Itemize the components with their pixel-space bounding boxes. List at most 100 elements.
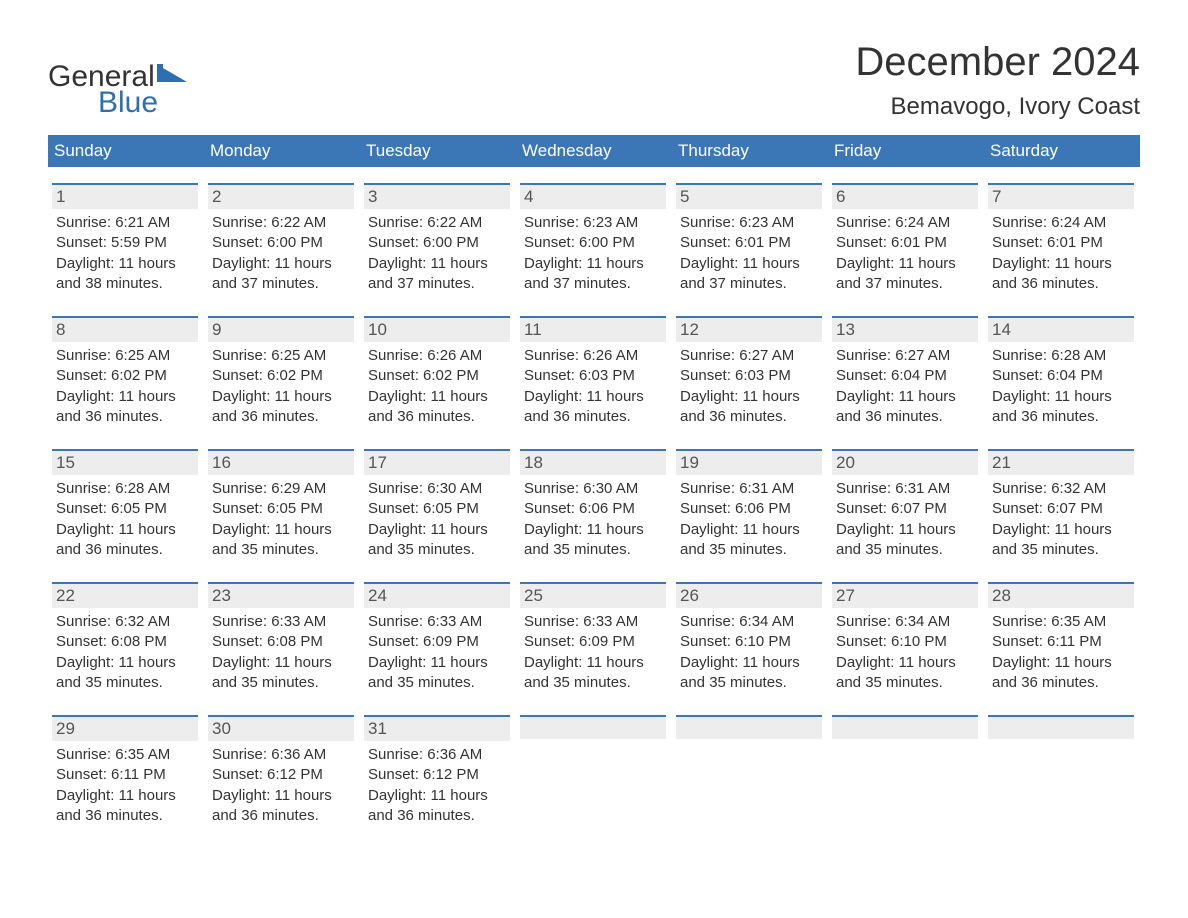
day-details: Sunrise: 6:24 AMSunset: 6:01 PMDaylight:…: [832, 213, 978, 294]
day-cell: 15Sunrise: 6:28 AMSunset: 6:05 PMDayligh…: [48, 449, 204, 566]
sunset-text: Sunset: 6:06 PM: [680, 499, 822, 519]
day-number: 2: [208, 183, 354, 209]
day-cell: 4Sunrise: 6:23 AMSunset: 6:00 PMDaylight…: [516, 183, 672, 300]
day-cell: 31 Sunrise: 6:36 AMSunset: 6:12 PMDayligh…: [360, 715, 516, 832]
sunset-text: Sunset: 6:01 PM: [836, 233, 978, 253]
day-details: Sunrise: 6:35 AMSunset: 6:11 PMDaylight:…: [52, 745, 198, 826]
sunset-text: Sunset: 6:08 PM: [212, 632, 354, 652]
sunset-text: Sunset: 6:01 PM: [680, 233, 822, 253]
day-cell: 5Sunrise: 6:23 AMSunset: 6:01 PMDaylight…: [672, 183, 828, 300]
sunrise-text: Sunrise: 6:27 AM: [836, 346, 978, 366]
sunset-text: Sunset: 6:02 PM: [56, 366, 198, 386]
day-cell: 30 Sunrise: 6:36 AMSunset: 6:12 PMDayligh…: [204, 715, 360, 832]
week-row: 1Sunrise: 6:21 AMSunset: 5:59 PMDaylight…: [48, 183, 1140, 300]
location-label: Bemavogo, Ivory Coast: [855, 93, 1140, 121]
empty-day-number: [832, 715, 978, 739]
sunrise-text: Sunrise: 6:31 AM: [680, 479, 822, 499]
day-cell: 1Sunrise: 6:21 AMSunset: 5:59 PMDaylight…: [48, 183, 204, 300]
sunset-text: Sunset: 6:10 PM: [836, 632, 978, 652]
daylight-text: Daylight: 11 hours and 37 minutes.: [212, 254, 354, 295]
sunrise-text: Sunrise: 6:32 AM: [992, 479, 1134, 499]
sunrise-text: Sunrise: 6:26 AM: [368, 346, 510, 366]
day-number: 31: [364, 715, 510, 741]
sunset-text: Sunset: 6:08 PM: [56, 632, 198, 652]
day-details: Sunrise: 6:26 AMSunset: 6:02 PMDaylight:…: [364, 346, 510, 427]
sunset-text: Sunset: 6:12 PM: [368, 765, 510, 785]
daylight-text: Daylight: 11 hours and 37 minutes.: [836, 254, 978, 295]
sunrise-text: Sunrise: 6:28 AM: [56, 479, 198, 499]
day-number: 20: [832, 449, 978, 475]
daylight-text: Daylight: 11 hours and 36 minutes.: [56, 387, 198, 428]
sunset-text: Sunset: 6:05 PM: [56, 499, 198, 519]
sunset-text: Sunset: 6:12 PM: [212, 765, 354, 785]
day-number: 28: [988, 582, 1134, 608]
month-title: December 2024: [855, 40, 1140, 85]
sunrise-text: Sunrise: 6:22 AM: [212, 213, 354, 233]
sunrise-text: Sunrise: 6:26 AM: [524, 346, 666, 366]
day-cell: 10 Sunrise: 6:26 AMSunset: 6:02 PMDayligh…: [360, 316, 516, 433]
sunset-text: Sunset: 6:09 PM: [368, 632, 510, 652]
day-cell: 23 Sunrise: 6:33 AMSunset: 6:08 PMDayligh…: [204, 582, 360, 699]
day-header-saturday: Saturday: [984, 135, 1140, 167]
day-number: 23: [208, 582, 354, 608]
daylight-text: Daylight: 11 hours and 36 minutes.: [680, 387, 822, 428]
daylight-text: Daylight: 11 hours and 35 minutes.: [368, 520, 510, 561]
daylight-text: Daylight: 11 hours and 35 minutes.: [836, 520, 978, 561]
sunrise-text: Sunrise: 6:23 AM: [680, 213, 822, 233]
day-cell: 3Sunrise: 6:22 AMSunset: 6:00 PMDaylight…: [360, 183, 516, 300]
sunset-text: Sunset: 6:04 PM: [992, 366, 1134, 386]
sunset-text: Sunset: 6:10 PM: [680, 632, 822, 652]
day-details: Sunrise: 6:34 AMSunset: 6:10 PMDaylight:…: [832, 612, 978, 693]
title-block: December 2024 Bemavogo, Ivory Coast: [855, 40, 1140, 121]
daylight-text: Daylight: 11 hours and 36 minutes.: [56, 520, 198, 561]
day-number: 10: [364, 316, 510, 342]
day-details: Sunrise: 6:24 AMSunset: 6:01 PMDaylight:…: [988, 213, 1134, 294]
day-details: Sunrise: 6:30 AMSunset: 6:05 PMDaylight:…: [364, 479, 510, 560]
day-cell: 18Sunrise: 6:30 AMSunset: 6:06 PMDayligh…: [516, 449, 672, 566]
sunrise-text: Sunrise: 6:34 AM: [680, 612, 822, 632]
day-number: 16: [208, 449, 354, 475]
sunset-text: Sunset: 6:02 PM: [212, 366, 354, 386]
day-cell: 21Sunrise: 6:32 AMSunset: 6:07 PMDayligh…: [984, 449, 1140, 566]
day-cell: 8Sunrise: 6:25 AMSunset: 6:02 PMDaylight…: [48, 316, 204, 433]
sunrise-text: Sunrise: 6:28 AM: [992, 346, 1134, 366]
day-number: 6: [832, 183, 978, 209]
day-number: 30: [208, 715, 354, 741]
day-number: 17: [364, 449, 510, 475]
day-number: 19: [676, 449, 822, 475]
day-number: 3: [364, 183, 510, 209]
sunrise-text: Sunrise: 6:29 AM: [212, 479, 354, 499]
day-cell: 14Sunrise: 6:28 AMSunset: 6:04 PMDayligh…: [984, 316, 1140, 433]
day-cell: 12Sunrise: 6:27 AMSunset: 6:03 PMDayligh…: [672, 316, 828, 433]
day-cell: 9Sunrise: 6:25 AMSunset: 6:02 PMDaylight…: [204, 316, 360, 433]
sunrise-text: Sunrise: 6:25 AM: [56, 346, 198, 366]
header: General Blue December 2024 Bemavogo, Ivo…: [48, 40, 1140, 121]
daylight-text: Daylight: 11 hours and 37 minutes.: [368, 254, 510, 295]
sunrise-text: Sunrise: 6:22 AM: [368, 213, 510, 233]
day-details: Sunrise: 6:26 AMSunset: 6:03 PMDaylight:…: [520, 346, 666, 427]
day-cell: 28Sunrise: 6:35 AMSunset: 6:11 PMDayligh…: [984, 582, 1140, 699]
day-cell: [828, 715, 984, 832]
sunset-text: Sunset: 6:04 PM: [836, 366, 978, 386]
week-row: 15Sunrise: 6:28 AMSunset: 6:05 PMDayligh…: [48, 449, 1140, 566]
day-details: Sunrise: 6:33 AMSunset: 6:08 PMDaylight:…: [208, 612, 354, 693]
day-number: 5: [676, 183, 822, 209]
day-details: Sunrise: 6:27 AMSunset: 6:04 PMDaylight:…: [832, 346, 978, 427]
day-details: Sunrise: 6:36 AMSunset: 6:12 PMDaylight:…: [208, 745, 354, 826]
day-cell: 20Sunrise: 6:31 AMSunset: 6:07 PMDayligh…: [828, 449, 984, 566]
sunset-text: Sunset: 6:05 PM: [212, 499, 354, 519]
day-details: Sunrise: 6:36 AMSunset: 6:12 PMDaylight:…: [364, 745, 510, 826]
sunrise-text: Sunrise: 6:27 AM: [680, 346, 822, 366]
day-number: 7: [988, 183, 1134, 209]
day-cell: 2Sunrise: 6:22 AMSunset: 6:00 PMDaylight…: [204, 183, 360, 300]
daylight-text: Daylight: 11 hours and 36 minutes.: [368, 786, 510, 827]
day-details: Sunrise: 6:34 AMSunset: 6:10 PMDaylight:…: [676, 612, 822, 693]
day-number: 12: [676, 316, 822, 342]
sunrise-text: Sunrise: 6:24 AM: [836, 213, 978, 233]
day-header-thursday: Thursday: [672, 135, 828, 167]
sunset-text: Sunset: 6:07 PM: [836, 499, 978, 519]
day-details: Sunrise: 6:33 AMSunset: 6:09 PMDaylight:…: [364, 612, 510, 693]
empty-day-number: [988, 715, 1134, 739]
day-cell: 22Sunrise: 6:32 AMSunset: 6:08 PMDayligh…: [48, 582, 204, 699]
sunset-text: Sunset: 6:07 PM: [992, 499, 1134, 519]
